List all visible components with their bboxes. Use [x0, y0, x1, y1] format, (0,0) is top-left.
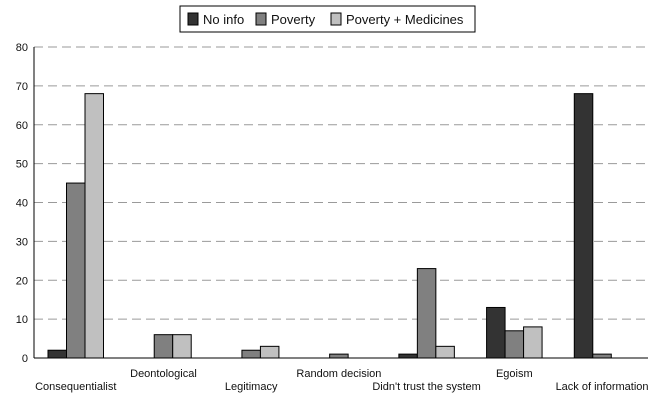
y-tick-label-20: 20 — [16, 275, 28, 287]
y-tick-label-70: 70 — [16, 81, 28, 93]
bar-deontological-poverty-medicines — [172, 334, 192, 359]
axes — [33, 47, 648, 359]
legend-label-no-info: No info — [203, 12, 244, 27]
category-label-didn-t-trust-the-system: Didn't trust the system — [372, 381, 480, 393]
y-tick-label-0: 0 — [22, 353, 28, 365]
bar-lack-of-information-no-info — [573, 93, 594, 359]
bar-didn-t-trust-the-system-poverty — [416, 268, 437, 359]
bar-lack-of-information-poverty — [592, 353, 612, 359]
y-tick-label-10: 10 — [16, 314, 28, 326]
bar-didn-t-trust-the-system-no-info — [398, 353, 418, 359]
bar-legitimacy-poverty — [241, 349, 261, 359]
legend-swatch-poverty — [255, 12, 267, 26]
y-tick-label-40: 40 — [16, 198, 28, 210]
bar-consequentialist-no-info — [47, 349, 67, 359]
bar-egoism-poverty-medicines — [523, 326, 543, 359]
y-axis-ticks: 0 10 20 30 40 50 60 70 80 — [16, 42, 28, 365]
gridlines — [34, 46, 648, 320]
bar-random-decision-poverty — [329, 353, 349, 359]
category-label-consequentialist: Consequentialist — [35, 381, 116, 393]
bar-deontological-poverty — [153, 334, 174, 359]
category-label-legitimacy: Legitimacy — [225, 381, 278, 393]
category-label-egoism: Egoism — [496, 368, 533, 380]
y-tick-label-30: 30 — [16, 236, 28, 248]
legend: No info Poverty Poverty + Medicines — [179, 5, 476, 33]
legend-box — [179, 5, 476, 33]
bar-consequentialist-poverty-medicines — [84, 93, 104, 359]
legend-swatch-no-info — [187, 12, 199, 26]
bar-egoism-poverty — [504, 330, 525, 359]
legend-label-poverty-medicines: Poverty + Medicines — [346, 12, 464, 27]
y-tick-label-80: 80 — [16, 42, 28, 54]
bar-legitimacy-poverty-medicines — [259, 345, 280, 359]
category-label-lack-of-information: Lack of information — [556, 381, 649, 393]
bars — [47, 93, 612, 359]
bar-consequentialist-poverty — [66, 182, 86, 359]
bar-didn-t-trust-the-system-poverty-medicines — [435, 345, 455, 359]
legend-swatch-poverty-medicines — [330, 12, 342, 26]
legend-label-poverty: Poverty — [271, 12, 316, 27]
category-label-random-decision: Random decision — [296, 368, 381, 380]
category-labels: Consequentialist Deontological Legitimacy R… — [35, 368, 648, 393]
y-tick-label-50: 50 — [16, 159, 28, 171]
y-tick-label-60: 60 — [16, 120, 28, 132]
category-label-deontological: Deontological — [130, 368, 197, 380]
bar-egoism-no-info — [486, 306, 506, 359]
